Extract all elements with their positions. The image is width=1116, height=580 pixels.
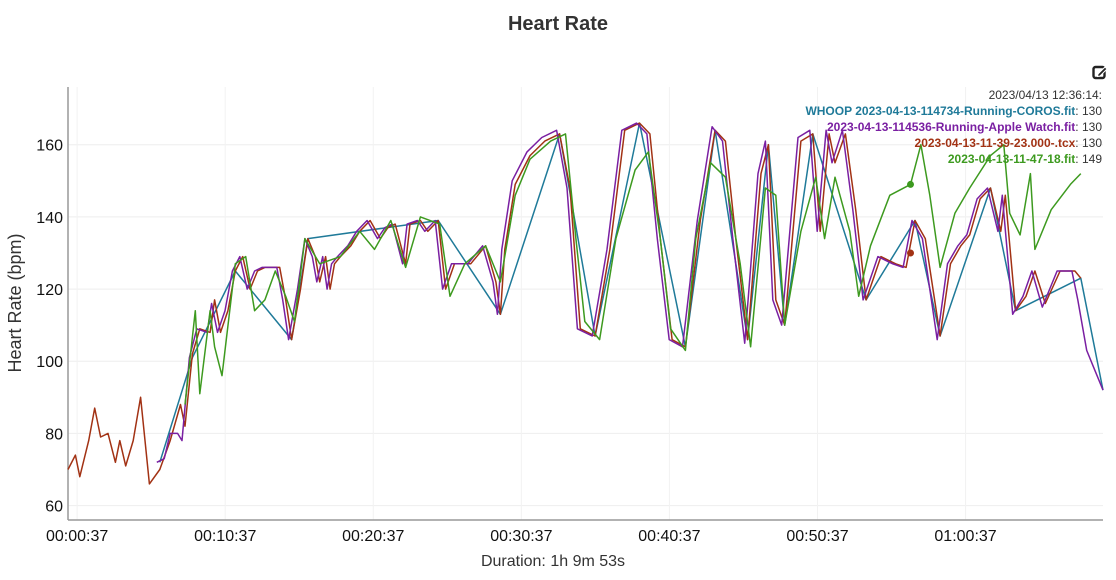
y-axis-label: Heart Rate (bpm) [5,233,25,372]
x-tick-label: 00:30:37 [490,528,552,545]
x-tick-label: 00:10:37 [194,528,256,545]
y-tick-label: 100 [36,354,63,371]
separator: : [1075,152,1082,166]
x-tick-label: 00:50:37 [786,528,848,545]
separator: : [1075,104,1082,118]
tooltip-series-name: 2023-04-13-11-47-18.fit [947,152,1076,166]
tooltip-entry: 2023-04-13-11-39-23.000-.tcx: 130 [805,135,1102,151]
separator: : [1075,136,1082,150]
tooltip-series-name: 2023-04-13-114536-Running-Apple Watch.fi… [827,120,1076,134]
series-line-0 [159,122,1104,463]
y-tick-label: 140 [36,210,63,227]
tooltip-entry: 2023-04-13-114536-Running-Apple Watch.fi… [805,119,1102,135]
x-tick-label: 00:20:37 [342,528,404,545]
edit-icon[interactable] [1092,64,1108,80]
tooltip-series-value: 130 [1081,120,1102,134]
tooltip-series-name: 2023-04-13-11-39-23.000-.tcx [914,136,1076,150]
x-tick-label: 00:00:37 [46,528,108,545]
chart-title: Heart Rate [507,13,609,35]
y-tick-label: 160 [36,138,63,155]
tooltip-series-name: WHOOP 2023-04-13-114734-Running-COROS.fi… [805,104,1076,118]
x-axis-label: Duration: 1h 9m 53s [481,553,625,570]
tooltip-time: 2023/04/13 12:36:14: [988,88,1102,102]
tooltip-series-value: 149 [1081,152,1102,166]
tooltip-series-value: 130 [1081,104,1102,118]
y-tick-label: 80 [45,426,63,443]
x-tick-label: 00:40:37 [638,528,700,545]
separator: : [1075,120,1082,134]
hover-marker [907,249,915,257]
tooltip: 2023/04/13 12:36:14: WHOOP 2023-04-13-11… [805,87,1102,167]
series-line-3 [184,133,1082,405]
tooltip-series-value: 130 [1081,136,1102,150]
y-tick-label: 120 [36,282,63,299]
tooltip-entry: 2023-04-13-11-47-18.fit: 149 [805,151,1102,167]
tooltip-entry: WHOOP 2023-04-13-114734-Running-COROS.fi… [805,103,1102,119]
x-tick-label: 01:00:37 [934,528,996,545]
hover-marker [907,180,915,188]
y-tick-label: 60 [45,499,63,516]
